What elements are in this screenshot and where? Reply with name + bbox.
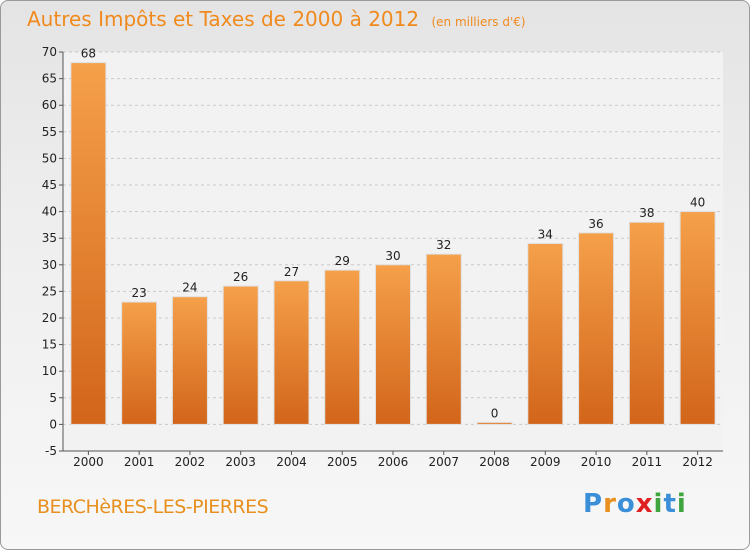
bar-2009	[527, 243, 564, 425]
bar-value-label: 24	[182, 281, 197, 295]
y-tick-label: 50	[42, 151, 57, 165]
x-tick-label: 2000	[73, 455, 104, 469]
x-tick-label: 2011	[632, 455, 663, 469]
bar-2001	[121, 301, 158, 425]
bar-2002	[171, 296, 208, 425]
bar-2005	[324, 269, 361, 425]
logo-letter: i	[676, 489, 687, 519]
x-tick-label: 2007	[428, 455, 459, 469]
y-tick-label: 40	[42, 205, 57, 219]
bar-2004	[273, 280, 310, 425]
y-tick-label: 65	[42, 72, 57, 86]
y-tick-label: 15	[42, 338, 57, 352]
bar-value-label: 23	[132, 286, 147, 300]
logo-letter: t	[663, 489, 677, 519]
y-tick-label: 5	[49, 391, 57, 405]
bar-value-label: 29	[335, 254, 350, 268]
x-tick-label: 2005	[327, 455, 358, 469]
logo-letter: P	[583, 489, 604, 519]
x-tick-label: 2001	[124, 455, 155, 469]
bar-2006	[375, 264, 411, 425]
y-tick-label: 55	[42, 125, 57, 139]
bar-value-label: 0	[491, 406, 499, 420]
bar-2000	[70, 62, 107, 425]
y-tick-label: 25	[42, 284, 57, 298]
x-tick-label: 2003	[225, 455, 256, 469]
logo-letter: r	[603, 489, 617, 519]
x-tick-label: 2002	[175, 455, 206, 469]
chart-subtitle: (en milliers d'€)	[431, 15, 526, 29]
bar-2012	[679, 211, 716, 425]
bar-2003	[222, 285, 259, 425]
bar-value-label: 32	[436, 238, 451, 252]
bar-2011	[628, 221, 665, 425]
bar-value-label: 36	[588, 217, 603, 231]
bar-value-label: 40	[690, 196, 705, 210]
bar-value-label: 68	[81, 47, 96, 61]
y-tick-label: -5	[45, 444, 57, 458]
bar-value-label: 34	[538, 228, 553, 242]
logo-letter: x	[635, 489, 654, 519]
bar-value-label: 26	[233, 270, 248, 284]
logo-letter: i	[653, 489, 664, 519]
x-tick-label: 2009	[530, 455, 561, 469]
bar-2010	[578, 232, 615, 425]
bar-value-label: 27	[284, 265, 299, 279]
commune-name: BERCHèRES-LES-PIERRES	[37, 496, 269, 518]
bar-2007	[425, 253, 462, 425]
bar-2008	[476, 421, 513, 425]
bar-value-label: 30	[385, 249, 400, 263]
y-tick-label: 30	[42, 258, 57, 272]
y-tick-label: 60	[42, 98, 57, 112]
chart-title: Autres Impôts et Taxes de 2000 à 2012 (e…	[27, 7, 526, 31]
x-tick-label: 2010	[581, 455, 612, 469]
y-tick-label: 20	[42, 311, 57, 325]
x-tick-label: 2006	[378, 455, 409, 469]
x-tick-label: 2012	[682, 455, 713, 469]
proxiti-logo: Proxiti	[583, 489, 687, 519]
y-tick-label: 10	[42, 364, 57, 378]
y-tick-label: 0	[49, 417, 57, 431]
x-tick-label: 2004	[276, 455, 307, 469]
bar-value-label: 38	[639, 206, 654, 220]
x-tick-label: 2008	[479, 455, 510, 469]
chart-title-text: Autres Impôts et Taxes de 2000 à 2012	[27, 7, 420, 31]
y-tick-label: 35	[42, 231, 57, 245]
y-tick-label: 45	[42, 178, 57, 192]
y-tick-label: 70	[42, 45, 57, 59]
logo-letter: o	[616, 489, 636, 519]
